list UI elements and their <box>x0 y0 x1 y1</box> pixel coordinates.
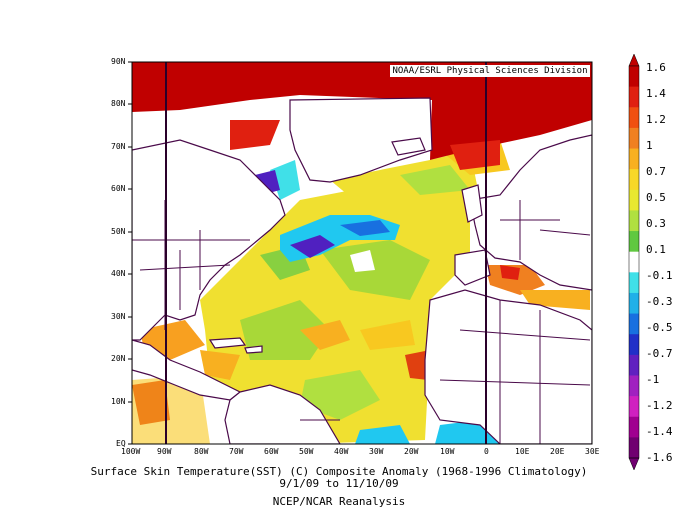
lon-label: 30E <box>585 447 600 456</box>
colorbar-segment <box>629 66 639 88</box>
colorbar-segment <box>629 334 639 356</box>
lat-label: 30N <box>111 312 126 321</box>
lon-label: 30W <box>369 447 384 456</box>
lat-label: 80N <box>111 99 126 108</box>
colorbar-label: -0.1 <box>646 269 673 282</box>
colorbar-label: 0.3 <box>646 217 666 230</box>
lat-label: 50N <box>111 227 126 236</box>
tick-marks <box>128 61 132 445</box>
lat-label: 10N <box>111 397 126 406</box>
colorbar-segment <box>629 375 639 397</box>
colorbar-label: -0.5 <box>646 321 673 334</box>
lon-label: 70W <box>229 447 244 456</box>
colorbar-segment <box>629 416 639 438</box>
colorbar-label: -1.2 <box>646 399 673 412</box>
lon-label: 80W <box>194 447 209 456</box>
colorbar-segment <box>629 148 639 170</box>
colorbar-segment <box>629 251 639 273</box>
lat-label: 70N <box>111 142 126 151</box>
colorbar-label: 1.2 <box>646 113 666 126</box>
colorbar-segment <box>629 210 639 232</box>
colorbar-label: -0.7 <box>646 347 673 360</box>
lon-label: 90W <box>157 447 172 456</box>
colorbar-segment <box>629 354 639 376</box>
colorbar <box>628 53 640 471</box>
division-label: NOAA/ESRL Physical Sciences Division <box>390 65 590 77</box>
lon-label: 10W <box>440 447 455 456</box>
lat-label: 90N <box>111 57 126 66</box>
colorbar-segment <box>629 231 639 253</box>
colorbar-label: 0.7 <box>646 165 666 178</box>
colorbar-segment <box>629 169 639 191</box>
colorbar-top-arrow <box>628 53 640 67</box>
colorbar-label: 1 <box>646 139 653 152</box>
colorbar-segment <box>629 396 639 418</box>
colorbar-label: -1.4 <box>646 425 673 438</box>
caption-source: NCEP/NCAR Reanalysis <box>272 495 406 508</box>
colorbar-label: 1.6 <box>646 61 666 74</box>
lon-label: 60W <box>264 447 279 456</box>
colorbar-label: 0.5 <box>646 191 666 204</box>
colorbar-segment <box>629 437 639 459</box>
lon-label: 100W <box>121 447 141 456</box>
colorbar-label: -0.3 <box>646 295 673 308</box>
lat-label: EQ <box>116 439 126 448</box>
colorbar-label: -1.6 <box>646 451 673 464</box>
colorbar-segment <box>629 86 639 108</box>
colorbar-label: -1 <box>646 373 660 386</box>
colorbar-segment <box>629 313 639 335</box>
caption-title: Surface Skin Temperature(SST) (C) Compos… <box>90 465 588 478</box>
colorbar-segment <box>629 189 639 211</box>
caption-dates: 9/1/09 to 11/10/09 <box>279 477 399 490</box>
lat-label: 60N <box>111 184 126 193</box>
lon-label: 20E <box>550 447 565 456</box>
colorbar-segment <box>629 107 639 129</box>
plot-frame <box>131 61 593 445</box>
lon-label: 40W <box>334 447 349 456</box>
colorbar-segment <box>629 127 639 150</box>
lon-label: 50W <box>299 447 314 456</box>
lat-label: 40N <box>111 269 126 278</box>
colorbar-label: 0.1 <box>646 243 666 256</box>
colorbar-frame <box>628 65 640 459</box>
colorbar-segment <box>629 272 639 294</box>
lon-label: 10E <box>515 447 530 456</box>
colorbar-segment <box>629 292 639 315</box>
colorbar-label: 1.4 <box>646 87 666 100</box>
lat-label: 20N <box>111 354 126 363</box>
lon-label: 0 <box>484 447 489 456</box>
lon-label: 20W <box>404 447 419 456</box>
